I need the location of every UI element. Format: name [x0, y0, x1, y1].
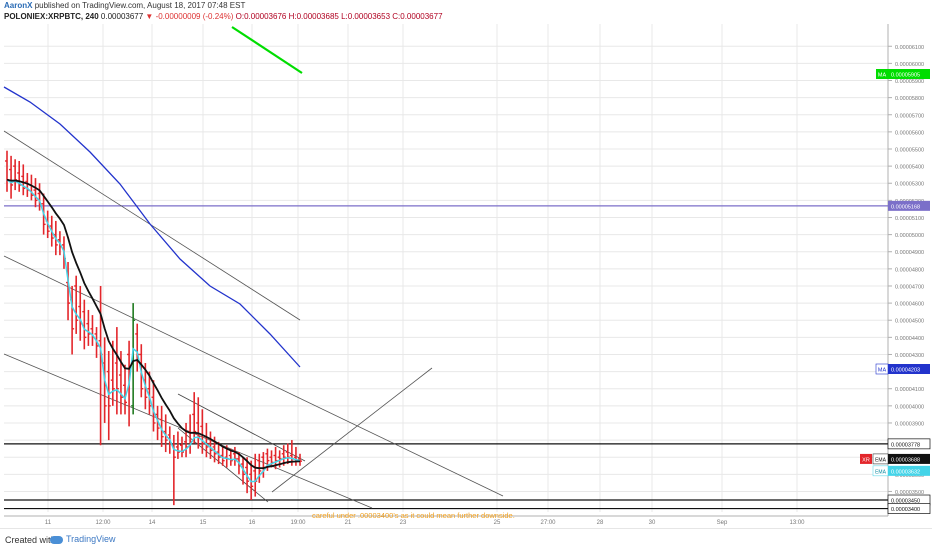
ma-green-badge-label: 0.00005905 — [891, 73, 920, 79]
tradingview-brand: TradingView — [66, 534, 116, 544]
symbol-info: POLONIEX:XRPBTC, 240 0.00003677 ▼ -0.000… — [4, 12, 443, 21]
price-tick-label: 0.00004600 — [895, 302, 924, 308]
time-tick-label: 16 — [249, 520, 256, 526]
publish-line: AaronX published on TradingView.com, Aug… — [4, 1, 245, 10]
ema-cyan-badge-box — [888, 465, 930, 476]
symbol-tag-box — [860, 453, 872, 464]
price-tick-label: 0.00004800 — [895, 267, 924, 273]
price-tick-label: 0.00003500 — [895, 490, 924, 496]
ma-blue-badge-box — [888, 364, 930, 374]
price-tick-label: 0.00005000 — [895, 233, 924, 239]
time-tick-label: 19:00 — [290, 520, 306, 526]
last-price: 0.00003677 — [100, 12, 144, 21]
price-tick-label: 0.00006100 — [895, 45, 924, 51]
open-value: O:0.00003676 — [235, 12, 287, 21]
ema-slow-line — [6, 178, 301, 470]
price-tick-label: 0.00005500 — [895, 147, 924, 153]
price-tick-label: 0.00004300 — [895, 353, 924, 359]
time-tick-label: 30 — [649, 520, 656, 526]
price-tick-label: 0.00005800 — [895, 96, 924, 102]
time-tick-label: 23 — [400, 520, 407, 526]
price-tick-label: 0.00005900 — [895, 79, 924, 85]
chart-annotation-text: careful under .00003400's as it could me… — [312, 511, 515, 520]
published-text: published on TradingView.com, August 18,… — [34, 1, 246, 10]
time-tick-label: 15 — [200, 520, 207, 526]
symbol-label[interactable]: POLONIEX:XRPBTC, 240 — [4, 12, 99, 21]
price-tick-label: 0.00005300 — [895, 182, 924, 188]
ema-black-badge-label: 0.00003688 — [891, 457, 920, 463]
price-tick-label: 0.00004000 — [895, 404, 924, 410]
time-tick-label: 27:00 — [540, 520, 556, 526]
price-tick-label: 0.00004400 — [895, 336, 924, 342]
price-tick-label: 0.00004100 — [895, 387, 924, 393]
ema-black-badge-box — [888, 453, 930, 464]
ma-green-badge-box — [888, 69, 930, 79]
ma-green-line — [231, 26, 303, 74]
level-badge-box — [888, 200, 930, 211]
author-link[interactable]: AaronX — [4, 1, 33, 10]
ema-cyan-badge-label: 0.00003632 — [891, 469, 920, 475]
time-tick-label: 21 — [345, 520, 352, 526]
price-chart[interactable]: 0.00006100 0.00006000 0.00005900 0.00005800… — [0, 24, 932, 528]
low-value: L:0.00003653 — [341, 12, 391, 21]
time-tick-label: 12:00 — [95, 520, 111, 526]
time-tick-label: 11 — [45, 520, 52, 526]
chart-header: AaronX published on TradingView.com, Aug… — [0, 0, 932, 24]
level-badge-label: 0.00005168 — [891, 204, 920, 210]
close-value: C:0.00003677 — [392, 12, 443, 21]
ema-fast-line — [6, 179, 301, 483]
price-tick-label: 0.00004900 — [895, 250, 924, 256]
footer: Created with TradingView — [0, 528, 932, 551]
level-badge-label: 0.00003400 — [891, 507, 920, 513]
price-tick-label: 0.00006000 — [895, 62, 924, 68]
price-tick-label: 0.00005600 — [895, 130, 924, 136]
ma-blue-badge-label: 0.00004203 — [891, 368, 920, 374]
time-tick-label: 25 — [494, 520, 501, 526]
price-tick-label: 0.00005400 — [895, 165, 924, 171]
ema-tag-label: EMA — [875, 457, 887, 463]
high-value: H:0.00003685 — [288, 12, 339, 21]
price-tick-label: 0.00005700 — [895, 113, 924, 119]
time-tick-label: 14 — [149, 520, 156, 526]
price-tick-label: 0.00004500 — [895, 319, 924, 325]
ma-blue-line — [3, 86, 301, 368]
chart-background — [0, 24, 932, 528]
created-with-text: Created with — [5, 535, 56, 545]
price-tick-label: 0.00004700 — [895, 284, 924, 290]
cloud-icon — [50, 535, 63, 544]
symbol-tag-label: XR — [862, 457, 870, 463]
trend-line — [3, 353, 373, 509]
tradingview-logo[interactable]: TradingView — [50, 534, 116, 544]
price-tick-label: 0.00005100 — [895, 216, 924, 222]
level-badge-label: 0.00003450 — [891, 499, 920, 505]
price-tick-label: 0.00003900 — [895, 421, 924, 427]
level-badge-label: 0.00003778 — [891, 442, 920, 448]
trend-line — [271, 367, 433, 493]
ma-tag-box — [876, 69, 888, 79]
level-badge-box — [887, 503, 931, 514]
ma-tag-label: MA — [878, 368, 887, 374]
trend-line — [3, 255, 504, 497]
price-change: ▼ -0.00000009 (-0.24%) — [145, 12, 234, 21]
time-tick-label: 28 — [597, 520, 604, 526]
ema-tag-label: EMA — [875, 469, 887, 475]
ma-tag-label: MA — [878, 73, 887, 79]
time-tick-label: 13:00 — [789, 520, 805, 526]
level-badge-box — [887, 438, 931, 450]
time-tick-label: Sep — [717, 520, 728, 526]
